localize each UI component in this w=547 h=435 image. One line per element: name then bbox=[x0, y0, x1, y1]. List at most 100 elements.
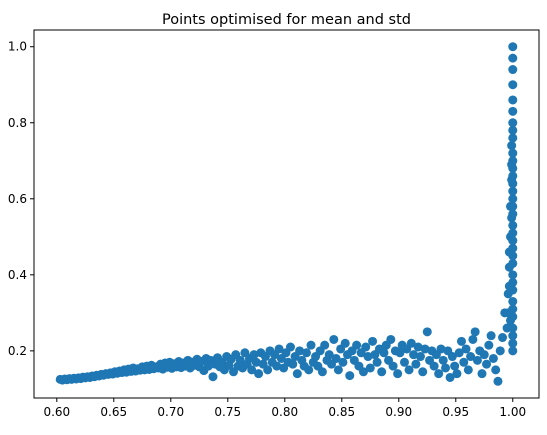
data-point bbox=[436, 344, 446, 354]
plot-frame bbox=[33, 29, 540, 399]
x-tick-label: 0.75 bbox=[214, 405, 241, 419]
data-point bbox=[235, 355, 245, 365]
data-point bbox=[411, 359, 421, 369]
data-point bbox=[508, 228, 518, 238]
data-point bbox=[365, 363, 375, 373]
data-point bbox=[306, 340, 316, 350]
data-point bbox=[263, 365, 273, 375]
data-point bbox=[441, 363, 451, 373]
data-point bbox=[491, 365, 501, 375]
data-point bbox=[508, 65, 518, 75]
data-point bbox=[409, 350, 419, 360]
data-point bbox=[508, 118, 518, 128]
data-point bbox=[445, 372, 455, 382]
data-point bbox=[331, 353, 341, 363]
data-point bbox=[285, 342, 295, 352]
x-tick-label: 0.65 bbox=[100, 405, 127, 419]
data-point bbox=[295, 346, 305, 356]
y-tick-label: 0.6 bbox=[8, 192, 27, 206]
data-point bbox=[450, 361, 460, 371]
data-point bbox=[508, 194, 518, 204]
data-point bbox=[508, 236, 518, 246]
data-point bbox=[251, 357, 261, 367]
data-point bbox=[413, 342, 423, 352]
data-point bbox=[508, 106, 518, 116]
y-tick-label: 0.8 bbox=[8, 116, 27, 130]
points-layer bbox=[55, 42, 518, 386]
data-point bbox=[466, 352, 476, 362]
data-point bbox=[247, 365, 257, 375]
data-point bbox=[508, 42, 518, 52]
data-point bbox=[508, 338, 518, 348]
data-point bbox=[452, 369, 462, 379]
data-point bbox=[292, 369, 302, 379]
data-point bbox=[368, 336, 378, 346]
data-point bbox=[288, 359, 298, 369]
data-point bbox=[504, 247, 514, 257]
x-tick-label: 0.70 bbox=[157, 405, 184, 419]
data-point bbox=[249, 350, 259, 360]
data-point bbox=[508, 95, 518, 105]
data-point bbox=[504, 281, 514, 291]
data-point bbox=[333, 365, 343, 375]
x-tick-label: 0.90 bbox=[385, 405, 412, 419]
data-point bbox=[508, 258, 518, 268]
data-point bbox=[495, 346, 505, 356]
data-point bbox=[406, 338, 416, 348]
data-point bbox=[508, 346, 518, 356]
data-point bbox=[456, 336, 466, 346]
data-point bbox=[508, 209, 518, 219]
data-point bbox=[304, 365, 314, 375]
y-tick-label: 0.2 bbox=[8, 344, 27, 358]
data-point bbox=[477, 369, 487, 379]
y-tick-label: 1.0 bbox=[8, 40, 27, 54]
chart-title: Points optimised for mean and std bbox=[162, 12, 411, 28]
data-point bbox=[345, 371, 355, 381]
data-point bbox=[386, 334, 396, 344]
data-point bbox=[274, 344, 284, 354]
data-point bbox=[508, 148, 518, 158]
data-point bbox=[395, 348, 405, 358]
data-point bbox=[488, 353, 498, 363]
data-point bbox=[320, 340, 330, 350]
data-point bbox=[493, 376, 503, 386]
data-point bbox=[415, 352, 425, 362]
data-point bbox=[208, 372, 218, 382]
data-point bbox=[272, 361, 282, 371]
data-point bbox=[447, 352, 457, 362]
data-point bbox=[434, 369, 444, 379]
data-point bbox=[484, 340, 494, 350]
data-point bbox=[507, 141, 517, 151]
data-point bbox=[468, 334, 478, 344]
data-point bbox=[338, 357, 348, 367]
data-point bbox=[461, 344, 471, 354]
data-point bbox=[361, 342, 371, 352]
y-tick-label: 0.4 bbox=[8, 268, 27, 282]
data-point bbox=[317, 367, 327, 377]
y-axis: 0.2 0.4 0.6 0.8 1.0 bbox=[8, 40, 34, 358]
data-point bbox=[498, 333, 508, 343]
data-point bbox=[418, 367, 428, 377]
x-tick-label: 1.00 bbox=[499, 405, 526, 419]
data-point bbox=[508, 270, 518, 280]
data-point bbox=[372, 357, 382, 367]
data-point bbox=[459, 357, 469, 367]
data-point bbox=[472, 355, 482, 365]
data-point bbox=[508, 296, 518, 306]
data-point bbox=[508, 53, 518, 63]
data-point bbox=[377, 367, 387, 377]
data-point bbox=[486, 331, 496, 341]
data-point bbox=[429, 361, 439, 371]
x-tick-label: 0.85 bbox=[328, 405, 355, 419]
data-point bbox=[507, 160, 517, 170]
x-tick-label: 0.60 bbox=[43, 405, 70, 419]
data-point bbox=[379, 348, 389, 358]
data-point bbox=[479, 350, 489, 360]
data-point bbox=[503, 308, 513, 318]
data-point bbox=[454, 348, 464, 358]
data-point bbox=[508, 179, 518, 189]
data-point bbox=[422, 327, 432, 337]
data-point bbox=[358, 367, 368, 377]
data-point bbox=[508, 125, 518, 135]
